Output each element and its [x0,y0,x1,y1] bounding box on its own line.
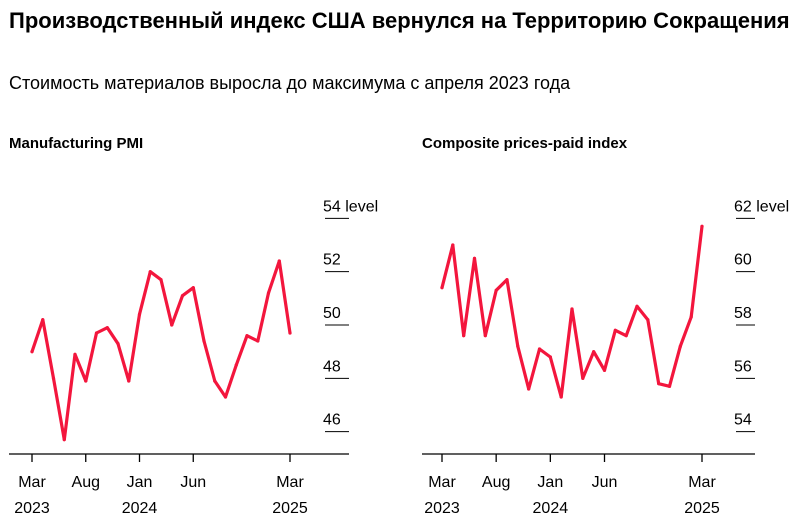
series-line [30,259,292,442]
chart-title: Composite prices-paid index [422,135,628,152]
data-point [624,334,628,338]
data-point [548,355,552,359]
x-tick-label: Mar [18,474,46,491]
data-point [277,259,281,263]
chart-prices-paid: Composite prices-paid index 62 level 60 58… [422,134,807,519]
data-point [581,376,585,380]
data-point [73,352,77,356]
x-tick-year-label: 2024 [533,500,569,514]
data-point [180,294,185,298]
data-point [84,379,88,383]
data-point [170,323,174,327]
y-tick-label: 50 [323,305,341,322]
data-point [667,384,672,388]
data-point [256,339,260,343]
chart-manufacturing-pmi: Manufacturing PMI 54 level 52 50 48 46 Mar 202… [9,134,404,519]
x-tick-label: Jun [592,474,618,491]
data-point [505,278,509,282]
data-point [592,350,596,354]
chart-svg: 54 level 52 50 48 46 Mar 2023 Aug Jan 2024 Jun Mar 2… [9,198,378,517]
y-tick-label: 56 [734,358,752,375]
data-point [602,368,607,372]
data-point [223,395,228,399]
y-tick-label: 48 [323,358,341,375]
data-point [537,347,542,351]
x-tick-year-label: 2024 [122,500,158,514]
data-point [159,278,163,282]
data-point [527,387,531,391]
data-point [288,331,292,335]
x-tick-year-label: 2023 [14,500,50,514]
data-point [234,363,238,367]
chart-title: Manufacturing PMI [9,135,144,152]
data-point [700,224,704,228]
data-point [483,334,487,338]
data-point [635,304,639,308]
x-tick-label: Mar [688,474,716,491]
data-point [451,243,455,247]
y-tick-label: 58 [734,305,752,322]
y-tick-label: 62 level [734,198,789,215]
y-tick-label: 54 [734,412,752,429]
data-point [202,339,206,343]
y-tick-label: 60 [734,252,752,269]
x-tick-year-label: 2023 [424,500,460,514]
data-point [245,334,249,338]
data-point [689,315,693,319]
data-point [51,376,56,380]
data-point [516,344,520,348]
data-point [105,326,109,330]
data-point [30,350,34,354]
x-tick-label: Mar [276,474,304,491]
x-tick-label: Jun [180,474,206,491]
y-tick-label: 54 level [323,198,378,215]
x-tick-label: Jan [537,474,563,491]
y-tick-label: 46 [323,412,341,429]
data-point [266,291,271,295]
x-tick-year-label: 2025 [272,500,308,514]
data-point [472,256,477,260]
chart-svg: 62 level 60 58 56 54 Mar 2023 Aug Jan 2024 Jun Mar 2… [422,198,789,517]
y-tick-label: 52 [323,252,341,269]
data-point [613,328,617,332]
data-point [570,307,574,311]
data-point [41,318,45,322]
data-point [657,382,661,386]
x-tick-label: Aug [72,474,100,491]
data-point [127,379,131,383]
x-tick-label: Mar [428,474,456,491]
data-point [116,342,120,346]
data-point [646,318,650,322]
data-point [213,379,217,383]
x-tick-label: Jan [127,474,153,491]
data-point [94,331,99,335]
data-point [148,270,152,274]
data-point [62,438,66,442]
page-subtitle: Стоимость материалов выросла до максимум… [9,73,571,93]
data-point [494,288,498,292]
page-title: Производственный индекс США вернулся на … [9,8,790,33]
x-tick-label: Aug [482,474,510,491]
data-point [678,344,682,348]
data-point [191,286,195,290]
data-point [462,334,466,338]
data-point [137,312,142,316]
series-line [440,224,704,399]
x-tick-year-label: 2025 [684,500,720,514]
data-point [559,395,563,399]
data-point [440,286,444,290]
